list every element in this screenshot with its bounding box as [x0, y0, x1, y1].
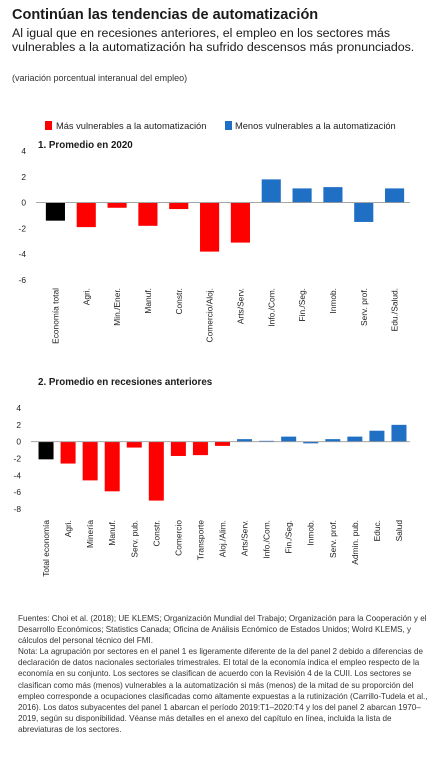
bar — [104, 441, 120, 492]
bar — [200, 202, 220, 252]
legend-swatch-more — [45, 121, 52, 130]
chart-canvas: Más vulnerables a la automatización Meno… — [14, 121, 410, 577]
x-tick-label: Economía total — [50, 288, 60, 344]
y-tick-label: 0 — [21, 198, 26, 208]
x-tick-label: Inmob. — [306, 520, 316, 546]
bar — [325, 439, 341, 442]
y-tick-label: -6 — [14, 487, 22, 497]
y-tick-label: -6 — [19, 275, 27, 285]
panel-2-plot: 4 2 0 -2 -4 -6 -8 Total economía Agri. Minería Man… — [14, 403, 410, 577]
x-tick-label: Admin. pub. — [350, 520, 360, 565]
x-tick-label: Comercio/Aloj. — [205, 288, 215, 342]
legend-label-more: Más vulnerables a la automatización — [56, 121, 206, 131]
bar — [82, 441, 98, 481]
bar — [126, 441, 142, 448]
x-tick-label: Constr. — [174, 288, 184, 315]
bar — [369, 430, 385, 442]
bar — [38, 441, 54, 460]
legend: Más vulnerables a la automatización Meno… — [45, 121, 396, 131]
bar — [292, 188, 312, 203]
y-tick-label: 4 — [16, 403, 21, 413]
x-tick-label: Edu./Salud. — [390, 288, 400, 331]
panel-1-plot: 4 2 0 -2 -4 -6 Economía total Agri. Min./Ener. Ma… — [19, 146, 410, 344]
x-tick-label: Serv. pub. — [129, 520, 139, 558]
x-tick-label: Constr. — [151, 520, 161, 547]
y-tick-label: -2 — [14, 454, 22, 464]
bar — [138, 202, 158, 226]
x-tick-label: Info./Com. — [262, 520, 272, 559]
x-tick-label: Arts/Serv. — [235, 288, 245, 324]
x-tick-label: Aloj./Alim. — [218, 520, 228, 557]
bar — [60, 441, 76, 464]
bar — [215, 441, 230, 446]
y-tick-label: 2 — [16, 420, 21, 430]
x-tick-label: Agri. — [63, 520, 73, 537]
x-tick-label: Serv. prof. — [359, 288, 369, 326]
bar — [237, 439, 253, 442]
x-tick-label: Transporte — [195, 520, 205, 561]
bar — [347, 436, 363, 442]
x-tick-label: Arts/Serv. — [240, 520, 250, 556]
bar — [192, 441, 208, 456]
y-tick-label: 0 — [16, 437, 21, 447]
y-tick-label: -8 — [14, 504, 22, 514]
units-note: (variación porcentual interanual del emp… — [12, 73, 188, 83]
x-tick-label: Educ. — [372, 520, 382, 541]
bar — [385, 188, 405, 203]
x-tick-label: Manuf. — [107, 520, 117, 546]
bar — [230, 202, 250, 243]
x-tick-label: Fin./Seg. — [284, 520, 294, 554]
x-tick-label: Minería — [85, 520, 95, 548]
y-tick-label: 2 — [21, 172, 26, 182]
bar — [45, 202, 65, 221]
y-tick-label: 4 — [21, 146, 26, 156]
x-tick-label: Agri. — [81, 288, 91, 305]
x-tick-label: Fin./Seg. — [297, 288, 307, 322]
bar — [323, 187, 343, 203]
x-tick-label: Inmob. — [328, 288, 338, 314]
x-tick-label: Manuf. — [143, 288, 153, 314]
bar — [391, 424, 407, 442]
figure-title: Continúan las tendencias de automatizaci… — [12, 7, 319, 23]
y-tick-label: -4 — [14, 470, 22, 480]
footer-note: Nota: La agrupación por sectores en el p… — [18, 647, 428, 734]
bar — [107, 202, 127, 208]
legend-label-less: Menos vulnerables a la automatización — [235, 121, 396, 131]
bar — [169, 202, 189, 210]
legend-swatch-less — [225, 121, 232, 130]
figure-subtitle: Al igual que en recesiones anteriores, e… — [12, 26, 415, 54]
bar — [303, 441, 319, 444]
footer: Fuentes: Choi et al. (2018); UE KLEMS; O… — [18, 613, 428, 735]
footer-sources: Fuentes: Choi et al. (2018); UE KLEMS; O… — [18, 614, 427, 646]
x-tick-label: Min./Ener. — [112, 288, 122, 326]
bar — [148, 441, 164, 501]
bar — [281, 436, 297, 442]
x-tick-label: Comercio — [173, 520, 183, 556]
x-tick-label: Info./Com. — [266, 288, 276, 327]
x-tick-label: Serv. prof. — [328, 520, 338, 558]
panel-2-title: 2. Promedio en recesiones anteriores — [38, 377, 213, 388]
bar — [261, 179, 281, 203]
bar — [76, 202, 96, 228]
x-tick-label: Total economía — [41, 520, 51, 577]
x-tick-label: Salud — [394, 520, 404, 542]
bar — [354, 202, 374, 222]
y-tick-label: -2 — [19, 223, 27, 233]
y-tick-label: -4 — [19, 249, 27, 259]
bar — [170, 441, 186, 456]
panel-1-title: 1. Promedio en 2020 — [38, 140, 133, 151]
